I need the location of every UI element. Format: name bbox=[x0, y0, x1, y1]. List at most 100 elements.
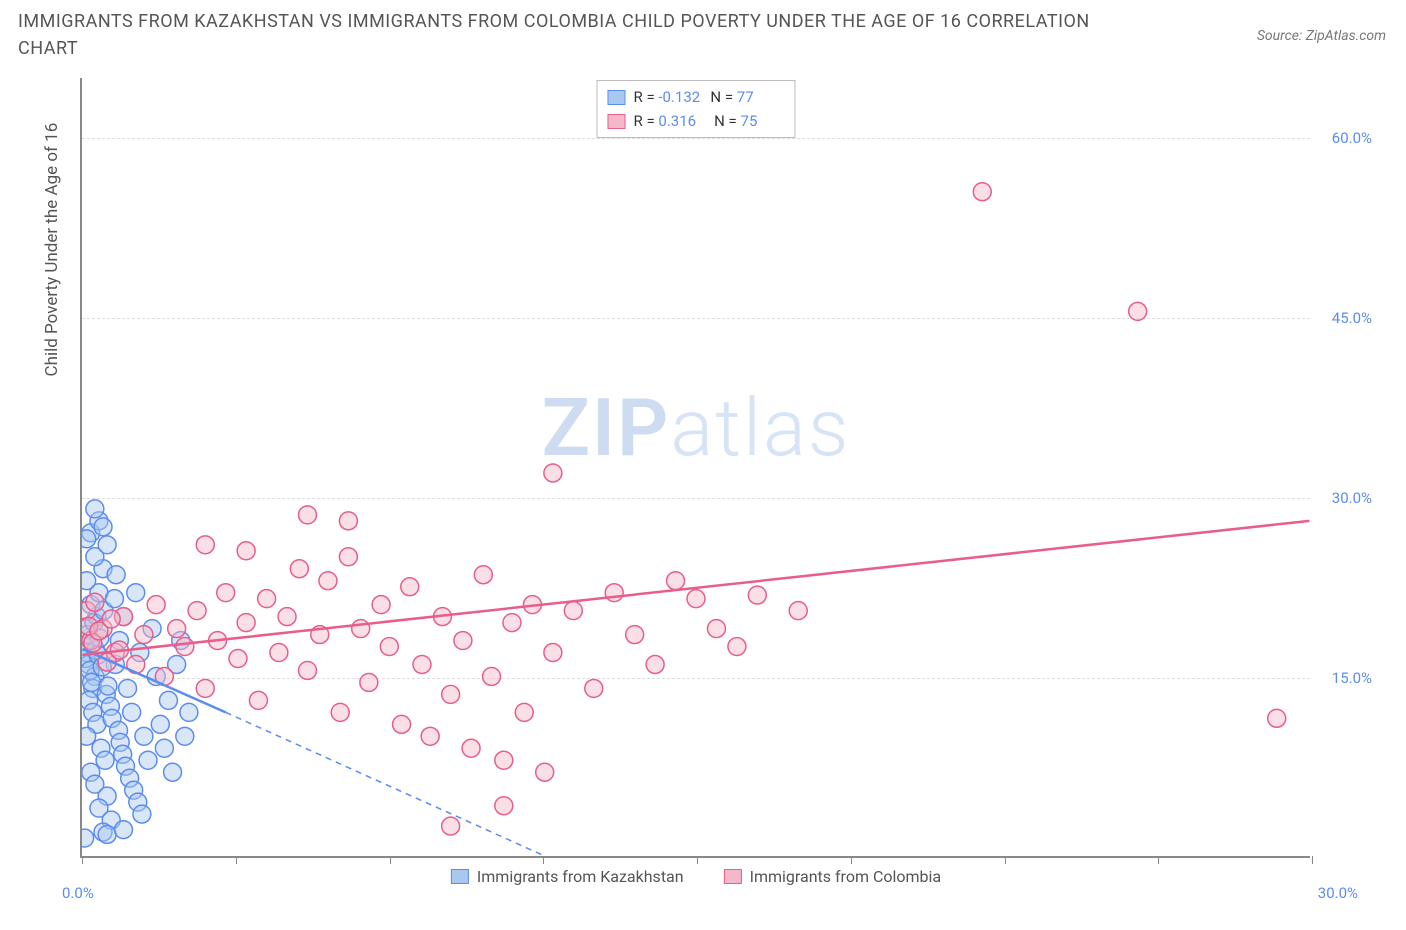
trend-line bbox=[83, 521, 1310, 655]
swatch-colombia bbox=[607, 114, 625, 129]
data-point bbox=[107, 566, 125, 584]
y-tick-label: 60.0% bbox=[1332, 129, 1372, 147]
data-point bbox=[462, 739, 480, 757]
x-tick bbox=[1158, 856, 1159, 864]
data-point bbox=[299, 506, 317, 524]
data-point bbox=[159, 691, 177, 709]
trend-line-extrapolated bbox=[226, 712, 545, 856]
data-point bbox=[86, 593, 104, 611]
data-point bbox=[474, 566, 492, 584]
data-point bbox=[626, 626, 644, 644]
data-point bbox=[168, 620, 186, 638]
x-tick bbox=[1005, 856, 1006, 864]
data-point bbox=[96, 751, 114, 769]
data-point bbox=[421, 727, 439, 745]
data-point bbox=[127, 584, 145, 602]
plot-area: ZIPatlas R = -0.132 N = 77 R = 0.316 N =… bbox=[80, 78, 1310, 858]
data-point bbox=[229, 650, 247, 668]
data-point bbox=[413, 656, 431, 674]
plot-svg bbox=[82, 78, 1310, 856]
data-point bbox=[135, 626, 153, 644]
r-value-colombia: 0.316 bbox=[658, 109, 702, 133]
legend-row-colombia: R = 0.316 N = 75 bbox=[607, 109, 784, 133]
data-point bbox=[687, 590, 705, 608]
x-tick bbox=[1312, 856, 1313, 864]
data-point bbox=[82, 572, 96, 590]
data-point bbox=[393, 715, 411, 733]
x-tick bbox=[236, 856, 237, 864]
data-point bbox=[319, 572, 337, 590]
data-point bbox=[1268, 709, 1286, 727]
data-point bbox=[151, 715, 169, 733]
data-point bbox=[237, 614, 255, 632]
data-point bbox=[155, 739, 173, 757]
data-point bbox=[164, 763, 182, 781]
x-tick bbox=[390, 856, 391, 864]
data-point bbox=[442, 817, 460, 835]
data-point bbox=[401, 578, 419, 596]
data-point bbox=[605, 584, 623, 602]
y-tick-label: 45.0% bbox=[1332, 309, 1372, 327]
legend-label-colombia: Immigrants from Colombia bbox=[750, 867, 942, 886]
y-tick-label: 15.0% bbox=[1332, 669, 1372, 687]
data-point bbox=[339, 512, 357, 530]
correlation-legend: R = -0.132 N = 77 R = 0.316 N = 75 bbox=[596, 80, 795, 138]
data-point bbox=[1129, 302, 1147, 320]
series-legend: Immigrants from Kazakhstan Immigrants fr… bbox=[451, 867, 941, 886]
data-point bbox=[495, 797, 513, 815]
data-point bbox=[515, 703, 533, 721]
legend-swatch-kazakhstan bbox=[451, 869, 469, 884]
y-tick-label: 30.0% bbox=[1332, 489, 1372, 507]
data-point bbox=[139, 751, 157, 769]
data-point bbox=[94, 518, 112, 536]
data-point bbox=[119, 679, 137, 697]
data-point bbox=[237, 542, 255, 560]
n-value-kazakhstan: 77 bbox=[737, 85, 781, 109]
data-point bbox=[147, 596, 165, 614]
x-tick bbox=[543, 856, 544, 864]
legend-item-colombia: Immigrants from Colombia bbox=[724, 867, 942, 886]
data-point bbox=[278, 608, 296, 626]
x-tick bbox=[697, 856, 698, 864]
data-point bbox=[123, 703, 141, 721]
data-point bbox=[667, 572, 685, 590]
data-point bbox=[339, 548, 357, 566]
data-point bbox=[217, 584, 235, 602]
data-point bbox=[564, 602, 582, 620]
y-axis-label: Child Poverty Under the Age of 16 bbox=[42, 123, 62, 377]
data-point bbox=[372, 596, 390, 614]
data-point bbox=[495, 751, 513, 769]
data-point bbox=[442, 685, 460, 703]
data-point bbox=[249, 691, 267, 709]
data-point bbox=[544, 464, 562, 482]
data-point bbox=[483, 667, 501, 685]
data-point bbox=[973, 183, 991, 201]
swatch-kazakhstan bbox=[607, 90, 625, 105]
chart-title: IMMIGRANTS FROM KAZAKHSTAN VS IMMIGRANTS… bbox=[18, 8, 1118, 62]
data-point bbox=[299, 662, 317, 680]
data-point bbox=[98, 825, 116, 843]
data-point bbox=[380, 638, 398, 656]
data-point bbox=[646, 656, 664, 674]
data-point bbox=[789, 602, 807, 620]
data-point bbox=[258, 590, 276, 608]
source-attribution: Source: ZipAtlas.com bbox=[1257, 28, 1386, 44]
data-point bbox=[99, 677, 117, 695]
x-tick-label-max: 30.0% bbox=[1318, 884, 1358, 902]
data-point bbox=[82, 829, 94, 847]
data-point bbox=[331, 703, 349, 721]
data-point bbox=[86, 500, 104, 518]
data-point bbox=[503, 614, 521, 632]
r-value-kazakhstan: -0.132 bbox=[658, 85, 702, 109]
n-value-colombia: 75 bbox=[741, 109, 785, 133]
data-point bbox=[188, 602, 206, 620]
x-tick bbox=[851, 856, 852, 864]
x-tick bbox=[82, 856, 83, 864]
data-point bbox=[98, 536, 116, 554]
data-point bbox=[360, 673, 378, 691]
data-point bbox=[707, 620, 725, 638]
data-point bbox=[352, 620, 370, 638]
data-point bbox=[454, 632, 472, 650]
data-point bbox=[180, 703, 198, 721]
data-point bbox=[748, 586, 766, 604]
